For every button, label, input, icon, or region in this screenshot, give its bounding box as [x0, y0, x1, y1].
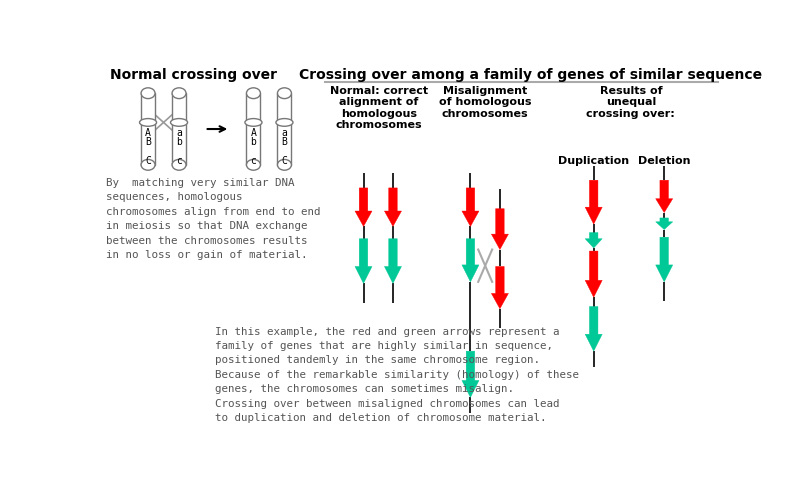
Polygon shape: [462, 239, 479, 282]
Polygon shape: [355, 239, 372, 284]
Polygon shape: [385, 239, 402, 284]
Text: c: c: [250, 156, 256, 166]
Text: a: a: [282, 128, 287, 138]
Polygon shape: [585, 306, 602, 351]
Text: Misalignment
of homologous
chromosomes: Misalignment of homologous chromosomes: [439, 85, 531, 119]
Polygon shape: [656, 218, 673, 229]
Ellipse shape: [141, 160, 155, 170]
Polygon shape: [656, 180, 673, 213]
Polygon shape: [585, 180, 602, 224]
Text: a: a: [176, 128, 182, 138]
Text: Duplication: Duplication: [558, 156, 630, 165]
Text: Deletion: Deletion: [638, 156, 690, 165]
Ellipse shape: [139, 119, 157, 126]
Ellipse shape: [245, 119, 262, 126]
Text: b: b: [176, 138, 182, 147]
Bar: [141, 93, 155, 165]
Text: Results of
unequal
crossing over:: Results of unequal crossing over:: [586, 85, 675, 119]
Polygon shape: [491, 209, 509, 249]
Polygon shape: [355, 188, 372, 226]
Text: b: b: [250, 138, 256, 147]
Ellipse shape: [276, 119, 293, 126]
Text: In this example, the red and green arrows represent a
family of genes that are h: In this example, the red and green arrow…: [214, 326, 578, 423]
Text: By  matching very similar DNA
sequences, homologous
chromosomes align from end t: By matching very similar DNA sequences, …: [106, 178, 321, 260]
Ellipse shape: [278, 160, 291, 170]
Polygon shape: [585, 233, 602, 248]
Ellipse shape: [141, 88, 155, 99]
Polygon shape: [656, 237, 673, 282]
Ellipse shape: [246, 160, 261, 170]
Bar: [278, 93, 291, 165]
Bar: [172, 93, 186, 165]
Text: A: A: [145, 128, 151, 138]
Text: C: C: [282, 156, 287, 166]
Text: Normal: correct
alignment of
homologous
chromosomes: Normal: correct alignment of homologous …: [330, 85, 428, 130]
Ellipse shape: [172, 160, 186, 170]
Polygon shape: [462, 188, 479, 226]
Polygon shape: [491, 266, 509, 309]
Text: B: B: [282, 138, 287, 147]
Ellipse shape: [172, 88, 186, 99]
Bar: [246, 93, 261, 165]
Polygon shape: [585, 251, 602, 297]
Ellipse shape: [278, 88, 291, 99]
Text: C: C: [145, 156, 151, 166]
Text: Normal crossing over: Normal crossing over: [110, 68, 277, 82]
Polygon shape: [462, 351, 479, 397]
Text: B: B: [145, 138, 151, 147]
Ellipse shape: [246, 88, 261, 99]
Text: Crossing over among a family of genes of similar sequence: Crossing over among a family of genes of…: [298, 68, 762, 82]
Polygon shape: [385, 188, 402, 226]
Text: A: A: [250, 128, 256, 138]
Ellipse shape: [170, 119, 187, 126]
Text: c: c: [176, 156, 182, 166]
